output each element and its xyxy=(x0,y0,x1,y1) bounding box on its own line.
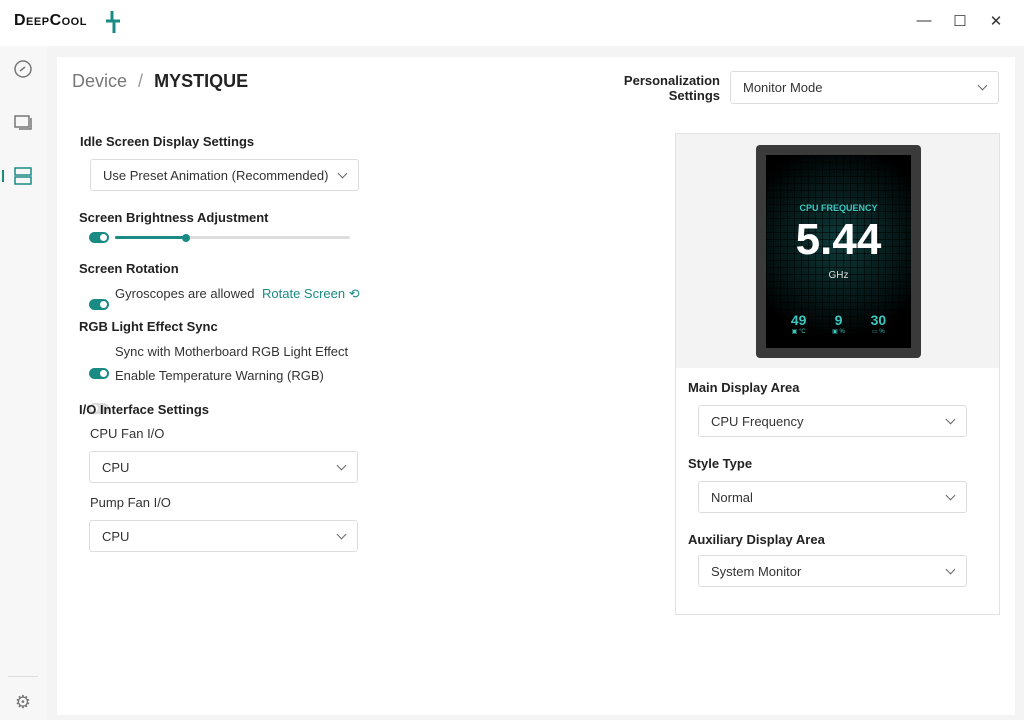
idle-screen-value: Use Preset Animation (Recommended) xyxy=(103,167,329,183)
brightness-toggle[interactable] xyxy=(89,232,109,243)
brightness-slider-knob[interactable] xyxy=(181,233,190,242)
motherboard-sync-toggle[interactable] xyxy=(89,368,109,379)
idle-screen-label: Idle Screen Display Settings xyxy=(80,134,255,149)
idle-screen-select[interactable]: Use Preset Animation (Recommended) xyxy=(90,159,359,191)
main-display-label: Main Display Area xyxy=(688,380,800,395)
monitor-icon[interactable] xyxy=(12,113,34,135)
screen-preview: CPU FREQUENCY 5.44 GHz 49 ▣ °C 9 ▣ % 30 ▭ % xyxy=(676,134,999,368)
personalization-select[interactable]: Monitor Mode xyxy=(730,71,999,104)
brightness-label: Screen Brightness Adjustment xyxy=(79,210,269,225)
rotation-label: Screen Rotation xyxy=(79,261,179,276)
style-type-select[interactable]: Normal xyxy=(698,481,967,513)
chevron-down-icon xyxy=(945,564,956,574)
rgb-sync-label: RGB Light Effect Sync xyxy=(79,319,218,334)
gear-icon[interactable]: ⚙ xyxy=(14,692,32,712)
pump-fan-io-value: CPU xyxy=(102,528,130,544)
personalization-label-line2: Settings xyxy=(668,88,720,103)
deepcool-logo-mark-icon xyxy=(106,11,120,33)
temperature-warning-label: Enable Temperature Warning (RGB) xyxy=(115,368,324,383)
auxiliary-display-label: Auxiliary Display Area xyxy=(688,532,825,547)
rotate-screen-label: Rotate Screen xyxy=(262,286,346,301)
deepcool-logo: DeepCool xyxy=(14,12,87,29)
pump-fan-io-label: Pump Fan I/O xyxy=(90,495,171,510)
gyroscope-label: Gyroscopes are allowed xyxy=(115,286,255,301)
chevron-down-icon xyxy=(945,414,956,424)
io-settings-label: I/O Interface Settings xyxy=(79,402,210,417)
chevron-down-icon xyxy=(977,80,988,91)
temperature-warning-toggle[interactable] xyxy=(89,403,109,414)
chevron-down-icon xyxy=(336,460,347,470)
brightness-slider[interactable] xyxy=(115,233,350,242)
main-display-value: CPU Frequency xyxy=(711,413,804,429)
device-list-icon[interactable] xyxy=(12,166,34,188)
cpu-fan-io-value: CPU xyxy=(102,459,130,475)
auxiliary-display-value: System Monitor xyxy=(711,563,802,579)
rotate-icon: ⟲ xyxy=(348,286,360,301)
breadcrumb-device[interactable]: Device xyxy=(72,71,128,91)
preview-unit: GHz xyxy=(828,270,849,281)
breadcrumb-separator: / xyxy=(138,71,144,91)
sidebar: ⚙ xyxy=(0,46,47,720)
gyroscope-toggle[interactable] xyxy=(89,299,109,310)
personalization-label-line1: Personalization xyxy=(623,73,720,88)
motherboard-sync-label: Sync with Motherboard RGB Light Effect xyxy=(115,344,349,359)
preview-value: 5.44 xyxy=(795,215,882,264)
device-screen: CPU FREQUENCY 5.44 GHz 49 ▣ °C 9 ▣ % 30 ▭ % xyxy=(766,155,911,348)
preview-stat-cpu-temp: 49 ▣ °C xyxy=(790,312,807,335)
device-frame: CPU FREQUENCY 5.44 GHz 49 ▣ °C 9 ▣ % 30 ▭ % xyxy=(756,145,921,358)
page-title: MYSTIQUE xyxy=(154,71,249,91)
chevron-down-icon xyxy=(945,490,956,500)
display-settings-panel: CPU FREQUENCY 5.44 GHz 49 ▣ °C 9 ▣ % 30 ▭ %… xyxy=(675,133,1000,615)
minimize-button[interactable]: — xyxy=(916,12,932,29)
cpu-fan-io-label: CPU Fan I/O xyxy=(90,426,165,441)
breadcrumb: Device / MYSTIQUE xyxy=(72,71,248,92)
rotate-screen-link[interactable]: Rotate Screen ⟲ xyxy=(262,286,360,302)
main-display-select[interactable]: CPU Frequency xyxy=(698,405,967,437)
brightness-slider-fill xyxy=(115,236,186,239)
personalization-value: Monitor Mode xyxy=(743,80,823,95)
style-type-label: Style Type xyxy=(688,456,753,471)
chevron-down-icon xyxy=(336,529,347,539)
preview-stat-cpu-usage: 9 ▣ % xyxy=(832,312,845,335)
divider xyxy=(8,676,38,677)
preview-title: CPU FREQUENCY xyxy=(799,203,878,213)
personalization-label: Personalization Settings xyxy=(617,73,720,103)
preview-stat-memory: 30 ▭ % xyxy=(870,312,887,335)
pump-fan-io-select[interactable]: CPU xyxy=(89,520,358,552)
chevron-down-icon xyxy=(337,168,348,178)
close-button[interactable]: ✕ xyxy=(989,13,1003,30)
active-indicator xyxy=(2,170,4,182)
style-type-value: Normal xyxy=(711,489,753,505)
dashboard-gauge-icon[interactable] xyxy=(12,59,34,81)
title-bar: DeepCool — ☐ ✕ xyxy=(0,0,1024,46)
auxiliary-display-select[interactable]: System Monitor xyxy=(698,555,967,587)
maximize-button[interactable]: ☐ xyxy=(953,13,967,30)
cpu-fan-io-select[interactable]: CPU xyxy=(89,451,358,483)
